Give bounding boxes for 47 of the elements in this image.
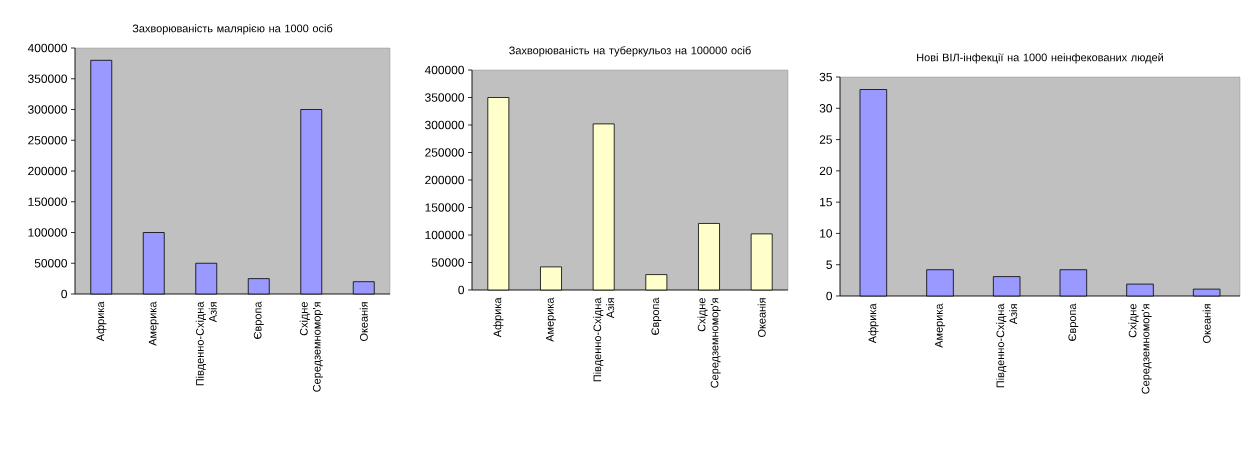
x-tick-label: Південно-Східна Азія bbox=[195, 301, 217, 386]
x-tick-label: Європа bbox=[651, 297, 662, 335]
y-tick-label: 50000 bbox=[431, 258, 465, 267]
y-tick-label: 5 bbox=[826, 260, 832, 269]
x-tick-label: Африка bbox=[96, 301, 107, 342]
y-tick-label: 0 bbox=[826, 291, 833, 301]
y-tick-label: 250000 bbox=[425, 148, 465, 157]
x-tick-label: Африка bbox=[868, 303, 879, 344]
y-tick-label: 250000 bbox=[28, 136, 68, 145]
x-tick-label: Європа bbox=[1068, 303, 1079, 341]
y-tick-label: 50000 bbox=[34, 259, 68, 268]
y-tick-label: 400000 bbox=[424, 65, 465, 75]
y-tick-label: 400000 bbox=[27, 43, 68, 53]
y-tick-label: 20 bbox=[819, 166, 833, 176]
y-tick-label: 10 bbox=[820, 229, 833, 238]
y-tick-label: 0 bbox=[61, 289, 68, 299]
x-tick-label: Океанія bbox=[359, 302, 368, 342]
y-tick-label: 200000 bbox=[28, 166, 68, 176]
y-tick-label: 300000 bbox=[28, 105, 68, 114]
x-tick-label: Східне Середземномор'я bbox=[697, 298, 721, 388]
x-tick-label: Південно-Східна Азія bbox=[593, 297, 615, 382]
x-tick-label: Європа bbox=[253, 301, 264, 339]
chart-title: Захворюваність на туберкульоз на 100000 осіб bbox=[509, 46, 751, 57]
x-tick-label: Океанія bbox=[1202, 304, 1211, 344]
y-tick-label: 300000 bbox=[425, 120, 465, 130]
y-tick-label: 150000 bbox=[28, 197, 68, 206]
x-tick-label: Східне Середземномор'я bbox=[299, 302, 323, 392]
x-tick-label: Америка bbox=[546, 297, 556, 342]
y-tick-label: 35 bbox=[819, 72, 832, 82]
y-tick-label: 25 bbox=[819, 135, 832, 144]
y-tick-label: 100000 bbox=[425, 230, 465, 240]
y-tick-label: 150000 bbox=[425, 203, 465, 212]
x-tick-label: Південно-Східна Азія bbox=[996, 303, 1018, 388]
y-tick-label: 350000 bbox=[28, 74, 68, 83]
x-tick-label: Океанія bbox=[757, 298, 766, 338]
y-tick-label: 100000 bbox=[28, 228, 68, 237]
x-tick-label: Африка bbox=[493, 297, 504, 338]
y-tick-label: 0 bbox=[458, 285, 465, 295]
chart-title: Нові ВІЛ-інфекції на 1000 неінфекованих людей bbox=[917, 53, 1164, 64]
x-tick-label: Америка bbox=[935, 303, 945, 348]
chart-title: Захворюваність малярією на 1000 осіб bbox=[132, 24, 333, 35]
y-tick-label: 200000 bbox=[425, 175, 465, 185]
y-tick-label: 350000 bbox=[425, 93, 465, 102]
y-tick-label: 15 bbox=[820, 197, 832, 207]
x-tick-label: Америка bbox=[148, 301, 159, 346]
x-tick-label: Східне Середземномор'я bbox=[1128, 304, 1152, 394]
y-tick-label: 30 bbox=[819, 104, 833, 113]
